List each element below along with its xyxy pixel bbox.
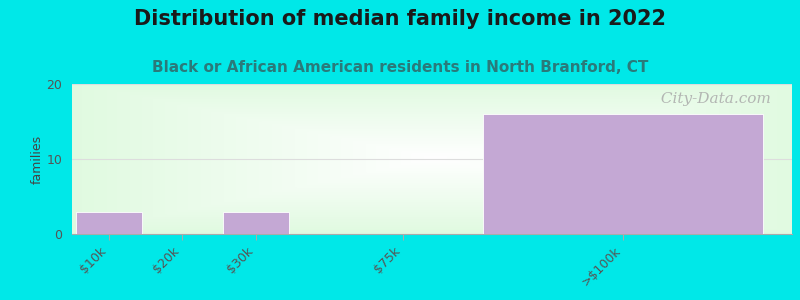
Bar <box>222 212 289 234</box>
Text: Distribution of median family income in 2022: Distribution of median family income in … <box>134 9 666 29</box>
Text: City-Data.com: City-Data.com <box>655 92 770 106</box>
Bar <box>76 212 142 234</box>
Y-axis label: families: families <box>30 134 44 184</box>
Bar <box>483 114 762 234</box>
Text: Black or African American residents in North Branford, CT: Black or African American residents in N… <box>152 60 648 75</box>
